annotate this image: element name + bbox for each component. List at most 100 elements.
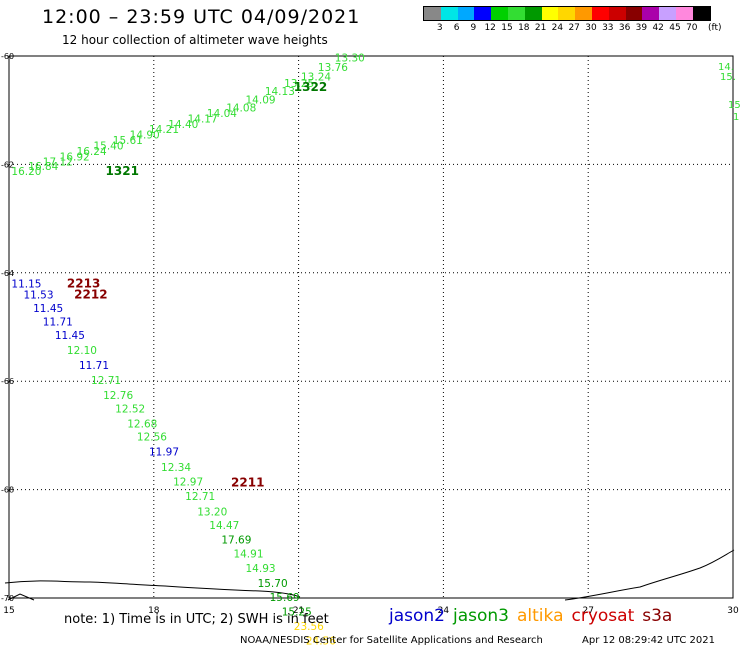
longitude-tick-label: 30: [727, 606, 739, 616]
map-subtitle: 12 hour collection of altimeter wave hei…: [62, 33, 328, 47]
legend-label: 6: [453, 23, 460, 33]
legend-swatch: [424, 7, 441, 20]
satellite-altika: altika: [517, 606, 564, 626]
wave-height-label: 24.56: [306, 635, 336, 647]
latitude-tick-label: -70: [1, 594, 14, 603]
legend-swatch: [692, 7, 710, 20]
wave-height-label: 14.40: [168, 119, 198, 131]
wave-height-label: 15.40: [93, 140, 123, 152]
legend-swatch: [591, 7, 609, 20]
legend-swatch: [642, 7, 660, 20]
antarctic-coastline: [4, 580, 301, 598]
wave-height-label: 12.34: [161, 462, 191, 474]
wave-height-label: 16.84: [28, 161, 58, 173]
legend-label: 27: [568, 23, 580, 33]
legend-swatch: [659, 7, 676, 20]
pass-label: 2212: [74, 287, 107, 301]
latitude-tick-label: -60: [1, 52, 14, 61]
antarctic-coastline-west: [7, 593, 35, 601]
wave-height-label: 15.70: [258, 578, 288, 590]
legend-label: 39: [635, 23, 648, 33]
legend-swatch: [541, 7, 559, 20]
wave-height-label: 11.71: [43, 317, 73, 329]
wave-height-label: 14.90: [130, 130, 160, 142]
wave-height-label: 11.45: [33, 303, 63, 315]
observation-labels: 16.2016.8417.1216.9216.2415.4015.6114.90…: [11, 53, 364, 650]
wave-height-label: 12.10: [67, 345, 97, 357]
latitude-tick-label: -64: [1, 269, 14, 278]
legend-swatch: [675, 7, 693, 20]
wave-height-label: 14.08: [226, 102, 256, 114]
credit-text: NOAA/NESDIS Center for Satellite Applica…: [240, 635, 543, 646]
satellite-jason2: jason2: [389, 606, 445, 626]
wave-height-label: 14.47: [209, 520, 239, 532]
wave-height-label: 12.68: [127, 418, 157, 430]
pass-label: 1321: [106, 164, 139, 178]
credit-line: NOAA/NESDIS Center for Satellite Applica…: [240, 635, 715, 646]
latitude-tick-label: -66: [1, 377, 14, 386]
wave-height-label: 15.69: [270, 592, 300, 604]
legend-label: 70: [686, 23, 698, 33]
axis-tick-labels: 15 18 21 24 27 30 -60 -62 -64 -66 -68 -70: [1, 52, 739, 616]
legend-label: 45: [669, 23, 681, 33]
antarctic-coastline-east: [564, 549, 735, 601]
longitude-tick-label: 18: [148, 606, 160, 616]
wave-height-label: 13.24: [301, 72, 331, 84]
legend-swatches: [423, 6, 711, 21]
wave-height-label: 13.25: [284, 78, 314, 90]
longitude-tick-label: 15: [3, 606, 14, 616]
edge-fragment: 14.: [718, 62, 734, 73]
edge-fragment: 15: [728, 100, 740, 111]
wave-height-label: 16.24: [77, 146, 107, 158]
wave-height-label: 14.93: [246, 563, 276, 575]
legend-label: 9: [470, 23, 477, 33]
wave-height-label: 16.92: [60, 151, 90, 163]
wave-height-label: 13.76: [318, 62, 348, 74]
legend-labels: (ft) 3 6 9 12 15 18 21 24 27 30 33 36 39 42 45 70: [423, 21, 722, 33]
satellite-legend: jason2 jason3 altika cryosat s3a: [389, 606, 680, 626]
longitude-tick-label: 21: [293, 606, 304, 616]
latitude-tick-label: -68: [1, 486, 14, 495]
wave-height-label: 12.76: [103, 390, 133, 402]
coastline: [4, 549, 735, 601]
wave-height-label: 12.71: [185, 491, 215, 503]
wave-height-label: 15.25: [282, 607, 312, 619]
satellite-jason3: jason3: [453, 606, 509, 626]
wave-height-label: 14.21: [149, 124, 179, 136]
legend-swatch: [491, 7, 508, 20]
edge-fragment: 15.: [720, 72, 736, 83]
legend-label: 18: [518, 23, 530, 33]
wave-height-label: 11.97: [149, 447, 179, 459]
longitude-tick-label: 27: [582, 606, 593, 616]
map-grid: [8, 55, 734, 599]
legend-label: 30: [585, 23, 597, 33]
wave-height-label: 11.45: [55, 330, 85, 342]
legend-swatch: [625, 7, 643, 20]
wave-height-label: 14.09: [246, 94, 276, 106]
legend-label: 21: [534, 23, 547, 33]
legend-swatch: [575, 7, 592, 20]
map-frame: [8, 55, 734, 599]
satellite-cryosat: cryosat: [571, 606, 635, 626]
legend-swatch: [474, 7, 492, 20]
latitude-tick-label: -62: [1, 160, 14, 169]
legend-label: 33: [602, 23, 614, 33]
wave-height-label: 23.56: [294, 621, 324, 633]
wave-height-label: 14.13: [265, 86, 295, 98]
wave-height-label: 17.12: [43, 157, 73, 169]
wave-height-label: 17.69: [221, 534, 251, 546]
legend-label: 12: [484, 23, 496, 33]
edge-fragment: 1: [733, 112, 739, 123]
wave-height-label: 14.04: [207, 108, 237, 120]
legend-swatch: [558, 7, 576, 20]
legend-swatch: [608, 7, 626, 20]
wave-height-label: 13.20: [197, 506, 227, 518]
wave-height-label: 14.17: [188, 113, 218, 125]
legend-swatch: [457, 7, 475, 20]
wave-height-label: 11.71: [79, 360, 109, 372]
pass-label: 2211: [231, 475, 264, 489]
map-title: 12:00 – 23:59 UTC 04/09/2021: [42, 6, 361, 28]
longitude-tick-label: 24: [438, 606, 450, 616]
legend-swatch: [440, 7, 458, 20]
wave-height-label: 11.15: [11, 279, 41, 291]
